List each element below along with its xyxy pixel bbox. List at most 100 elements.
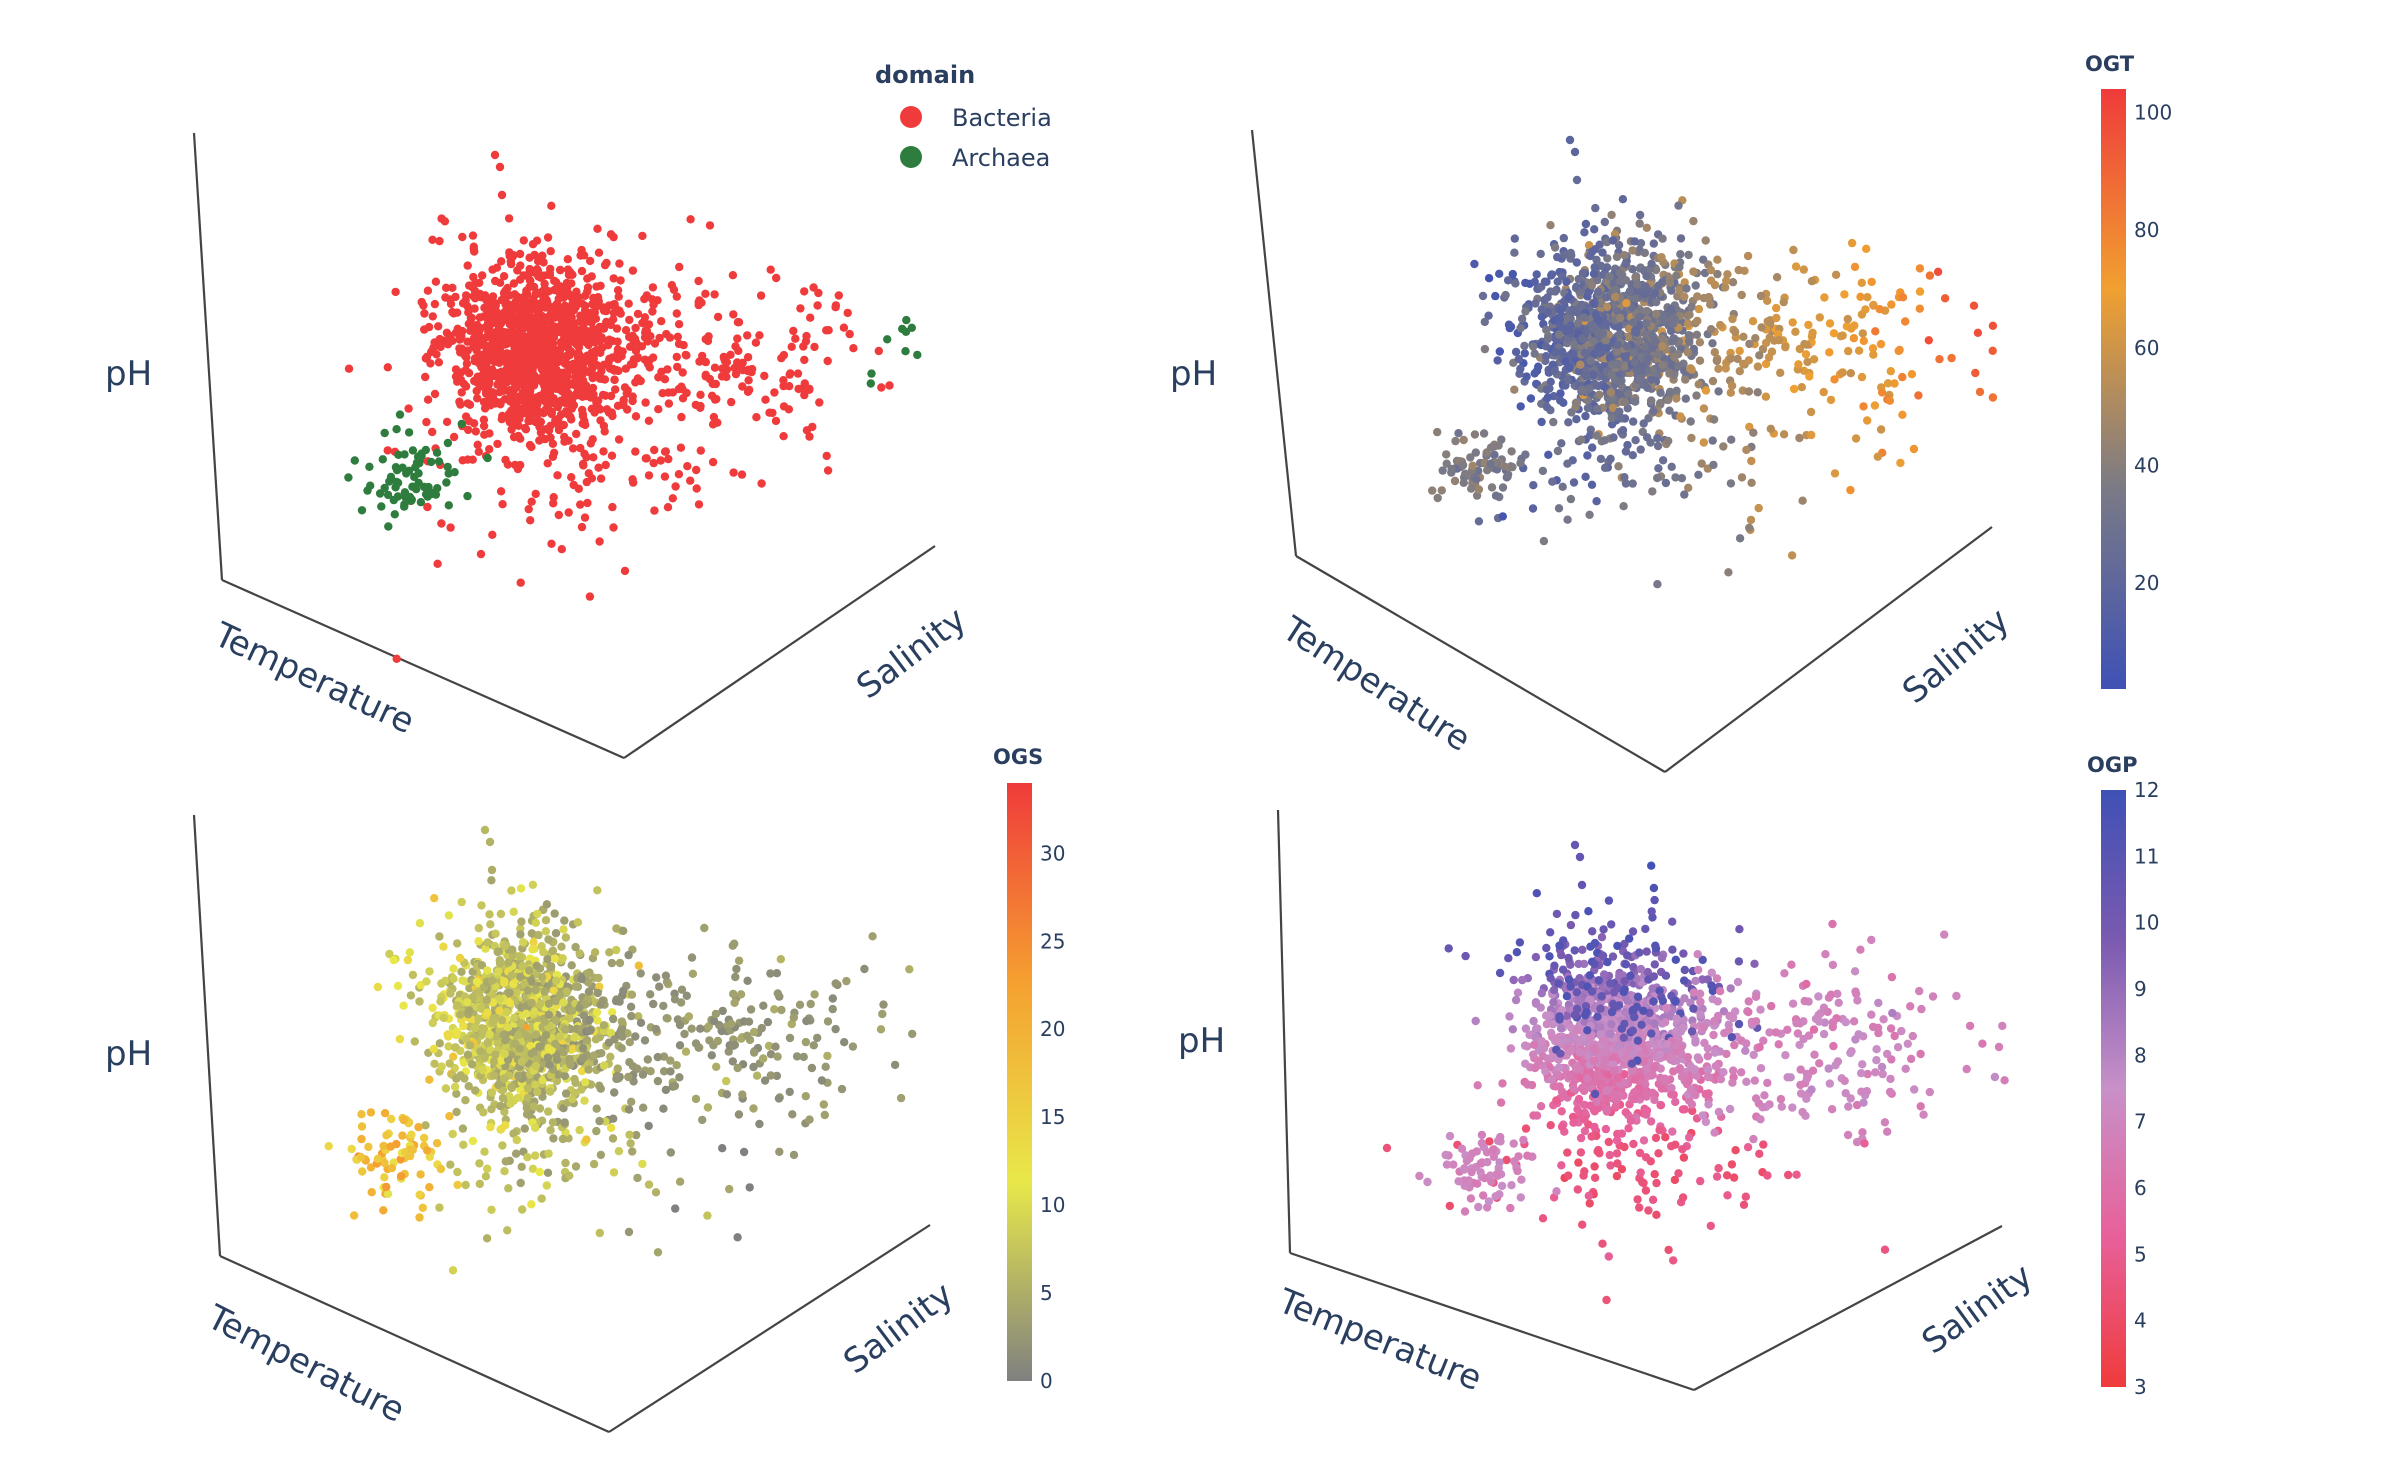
ogs-point xyxy=(644,1121,653,1131)
bacteria-point xyxy=(516,350,526,359)
ogs-point xyxy=(483,1164,492,1173)
bacteria-point xyxy=(614,435,624,444)
bacteria-point xyxy=(490,311,499,320)
ogt-point xyxy=(1596,454,1606,464)
bacteria-point xyxy=(470,286,480,295)
bacteria-point xyxy=(496,398,505,407)
ogs-point xyxy=(485,837,495,847)
bacteria-point xyxy=(616,309,625,318)
bacteria-point xyxy=(469,272,478,282)
ogs-point xyxy=(508,945,517,954)
ogt-point xyxy=(1618,195,1628,204)
ogt-point xyxy=(1727,381,1737,390)
ogs-point xyxy=(823,1017,833,1026)
bacteria-point xyxy=(877,383,886,392)
ogs-point xyxy=(528,1164,538,1174)
ogs-point xyxy=(357,1122,367,1131)
bacteria-point xyxy=(526,397,536,406)
ogs-point xyxy=(446,989,455,998)
ogt-point xyxy=(1622,342,1631,351)
ogt-point xyxy=(1764,353,1774,362)
ogs-point xyxy=(595,1228,604,1238)
ogs-point xyxy=(732,964,741,974)
bacteria-point xyxy=(800,379,809,388)
ogt-point xyxy=(1830,469,1840,478)
bacteria-point xyxy=(431,277,441,286)
bacteria-point xyxy=(553,402,563,412)
ogs-point xyxy=(792,1052,802,1061)
ogs-point xyxy=(670,1081,680,1091)
ogt-point xyxy=(1566,248,1576,258)
bacteria-point xyxy=(556,265,565,275)
ogs-point xyxy=(704,1022,713,1031)
ogs-point xyxy=(879,1000,888,1009)
ogs-point xyxy=(896,1093,906,1103)
ogt-point xyxy=(1745,523,1754,532)
bacteria-point xyxy=(553,471,562,480)
bacteria-point xyxy=(694,500,704,509)
ogt-point xyxy=(1683,311,1692,321)
ogt-point xyxy=(1620,352,1630,362)
ogt-point xyxy=(1747,478,1756,487)
ogt-point xyxy=(1537,417,1546,427)
ogt-point xyxy=(1647,375,1656,384)
bacteria-point xyxy=(554,414,563,424)
ogt-point xyxy=(1428,486,1437,495)
bacteria-point xyxy=(726,350,735,359)
bacteria-point xyxy=(605,354,614,363)
bacteria-point xyxy=(713,312,723,322)
bacteria-point xyxy=(488,530,497,539)
ogt-point xyxy=(1857,372,1867,382)
bacteria-point xyxy=(524,341,533,351)
ogt-point xyxy=(1724,568,1733,577)
bacteria-point xyxy=(631,447,640,456)
ogt-point xyxy=(1550,243,1560,252)
bacteria-point xyxy=(473,394,482,403)
bacteria-point xyxy=(549,493,558,502)
ogs-point xyxy=(474,923,483,933)
ogs-point xyxy=(739,1147,749,1157)
ogs-point xyxy=(514,1030,523,1040)
ogs-point xyxy=(577,974,586,984)
ogt-point xyxy=(1616,313,1625,323)
ogt-point xyxy=(1581,411,1590,421)
ogs-point xyxy=(483,1008,492,1017)
ogs-point xyxy=(662,1014,671,1023)
bacteria-point xyxy=(544,426,554,435)
ogs-point xyxy=(589,1051,599,1060)
bacteria-point xyxy=(743,353,753,362)
ogs-point xyxy=(523,1153,532,1162)
bacteria-point xyxy=(676,443,686,452)
bacteria-point xyxy=(435,236,444,246)
ogt-point xyxy=(1723,270,1732,279)
ogt-point xyxy=(1459,478,1469,487)
bacteria-point xyxy=(594,248,604,257)
bacteria-point xyxy=(527,442,536,452)
archaea-point xyxy=(394,450,403,459)
colorbar-tick-label: 20 xyxy=(2134,571,2159,595)
ogs-point xyxy=(638,1159,647,1169)
bacteria-point xyxy=(608,502,617,512)
bacteria-point xyxy=(508,253,517,262)
ogt-point xyxy=(1628,451,1638,460)
ogs-point xyxy=(429,1044,438,1054)
ogs-point xyxy=(675,1041,685,1050)
ogt-point xyxy=(1635,312,1644,322)
temperature-axis-line xyxy=(221,578,625,760)
bacteria-point xyxy=(429,343,438,352)
ogt-point xyxy=(1847,238,1857,248)
ogs-point xyxy=(584,987,594,996)
bacteria-point xyxy=(543,459,552,468)
ogt-point xyxy=(1704,292,1714,302)
ogt-point xyxy=(1651,309,1661,319)
ogt-point xyxy=(1851,434,1861,443)
ogs-point xyxy=(463,1050,473,1059)
ogs-point xyxy=(610,1088,619,1097)
ogs-point xyxy=(523,1084,533,1093)
bacteria-point xyxy=(552,365,561,375)
archaea-point xyxy=(384,522,393,531)
ogt-point xyxy=(1613,307,1622,316)
bacteria-point xyxy=(733,358,742,367)
ogt-point xyxy=(1649,406,1658,416)
bacteria-point xyxy=(550,326,559,335)
